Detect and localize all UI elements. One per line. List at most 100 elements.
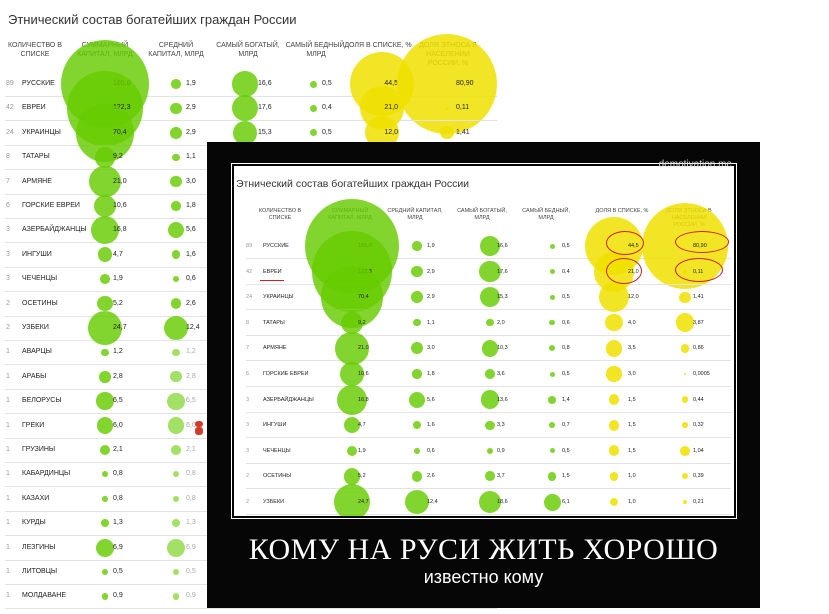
red-underline-mark [260, 279, 284, 281]
red-circle-mark [675, 258, 723, 282]
left-poorest-value: 0,5 [322, 80, 332, 87]
poster-poorest-bubble [547, 395, 557, 404]
left-avg-bubble [172, 471, 180, 478]
poster-caption: КОМУ НА РУСИ ЖИТЬ ХОРОШО [248, 533, 719, 566]
left-avg-value: 5,6 [186, 226, 196, 234]
poster-share-value: 1,5 [628, 396, 636, 403]
poster-row-name: ЕВРЕИ [263, 268, 282, 275]
left-avg-bubble [164, 316, 188, 340]
left-total-value: 5,2 [113, 299, 123, 307]
left-pop-value: 0,11 [456, 104, 470, 112]
poster-avg-value: 5,6 [427, 396, 435, 403]
poster-richest-bubble [485, 420, 495, 430]
left-poorest-value: 0,5 [322, 128, 332, 136]
poster-total-bubble [340, 362, 364, 386]
left-total-value: 1,2 [113, 348, 123, 356]
left-row-divider [5, 608, 497, 610]
left-pop-bubble [440, 126, 454, 140]
left-total-value: 6,5 [113, 397, 123, 405]
left-avg-bubble [171, 201, 181, 211]
poster-pop-bubble [682, 473, 688, 480]
left-row-count: 1 [6, 543, 10, 551]
poster-row-name: ГОРСКИЕ ЕВРЕИ [263, 371, 309, 377]
left-total-bubble [101, 593, 109, 600]
left-avg-value: 1,3 [186, 519, 196, 527]
poster-richest-bubble [485, 369, 495, 379]
poster-row-name: ИНГУШИ [263, 422, 287, 429]
poster-row-name: АРМЯНЕ [263, 345, 287, 352]
poster-avg-bubble [408, 391, 426, 408]
left-total-bubble [99, 371, 111, 383]
left-richest-bubble [232, 95, 258, 122]
poster-avg-value: 2,9 [427, 294, 435, 301]
left-avg-value: 6,5 [186, 397, 196, 405]
poster-total-value: 70,4 [358, 294, 369, 301]
poster-avg-value: 0,6 [427, 447, 435, 454]
poster-pop-bubble [680, 445, 690, 456]
poster-row-count: 8 [246, 319, 250, 326]
poster-pop-value: 0,21 [693, 499, 704, 505]
poster-richest-value: 3,6 [497, 371, 505, 377]
left-row-name: УКРАИНЦЫ [22, 128, 61, 136]
left-total-bubble [101, 495, 109, 502]
left-avg-bubble [172, 495, 180, 502]
poster-row-divider [246, 437, 731, 439]
poster-avg-bubble [413, 319, 421, 327]
watermark: demotivation.me [658, 159, 732, 170]
poster-share-bubble [608, 394, 620, 405]
left-avg-value: 12,4 [186, 324, 200, 331]
poster-poorest-bubble [548, 345, 556, 352]
poster-richest-bubble [480, 390, 500, 409]
left-row-name: ГРУЗИНЫ [22, 446, 56, 453]
left-total-bubble [93, 194, 117, 218]
left-avg-value: 6,9 [186, 543, 196, 551]
red-circle-mark [606, 231, 644, 255]
left-row-count: 1 [6, 519, 10, 527]
left-total-value: 0,9 [113, 592, 123, 600]
poster-total-value: 24,7 [358, 499, 369, 505]
poster-total-bubble [337, 384, 367, 415]
poster-row-count: 2 [246, 499, 250, 505]
left-total-bubble [96, 538, 114, 557]
poster-pop-value: 0,39 [693, 473, 704, 480]
left-row-name: ОСЕТИНЫ [22, 299, 58, 307]
poster-avg-bubble [411, 265, 423, 278]
poster-richest-value: 2,0 [497, 319, 505, 326]
left-avg-bubble [171, 445, 181, 455]
left-avg-value: 2,6 [186, 299, 196, 307]
left-avg-value: 1,8 [186, 202, 196, 209]
poster-row-divider [246, 411, 731, 413]
poster-poorest-bubble [549, 294, 555, 300]
poster-richest-bubble [479, 260, 501, 283]
left-total-bubble [101, 519, 109, 528]
left-avg-value: 0,8 [186, 470, 196, 478]
left-row-name: БЕЛОРУСЫ [22, 397, 62, 405]
poster-share-bubble [598, 282, 630, 313]
poster-poorest-bubble [547, 472, 557, 481]
left-table-title: Этнический состав богатейших граждан Рос… [8, 12, 297, 27]
poster-poorest-value: 0,5 [562, 447, 570, 454]
poster-poorest-value: 0,8 [562, 345, 570, 352]
left-avg-bubble [173, 569, 179, 575]
poster-poorest-value: 0,6 [562, 319, 570, 326]
left-avg-bubble [167, 538, 185, 557]
left-red-fragment [195, 421, 203, 427]
poster-poorest-value: 1,5 [562, 473, 570, 480]
poster-total-bubble [335, 331, 369, 366]
poster-row-divider [246, 309, 731, 311]
poster-richest-value: 17,6 [497, 268, 508, 275]
left-avg-value: 2,9 [186, 104, 196, 112]
left-total-bubble [101, 471, 109, 478]
poster-richest-value: 0,9 [497, 447, 505, 454]
left-avg-bubble [170, 371, 182, 383]
left-avg-value: 1,6 [186, 250, 196, 258]
left-total-bubble [97, 247, 113, 263]
left-row-divider [5, 120, 497, 122]
poster-pop-bubble [681, 396, 689, 403]
poster-total-value: 10,6 [358, 371, 369, 377]
left-total-value: 0,8 [113, 470, 123, 478]
poster-total-value: 21,0 [358, 345, 369, 352]
left-row-name: ГОРСКИЕ ЕВРЕИ [22, 202, 80, 209]
poster-row-count: 3 [246, 447, 250, 454]
poster-header-2: СРЕДНИЙ КАПИТАЛ, МЛРД [387, 208, 443, 221]
